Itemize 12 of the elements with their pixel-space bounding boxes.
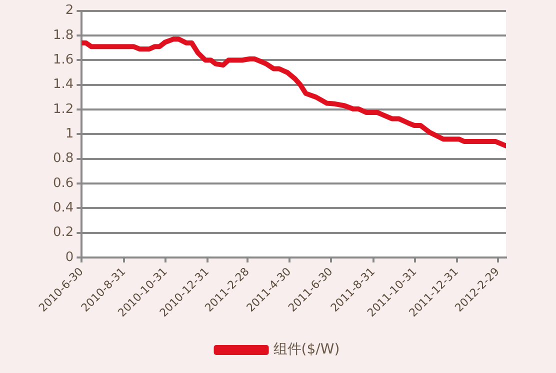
y-tick-label: 1.4 (52, 77, 74, 92)
y-tick-label: 0 (65, 250, 74, 265)
y-tick-label: 0.8 (52, 151, 74, 166)
y-tick-label: 1.6 (52, 52, 74, 68)
y-tick-label: 0.2 (52, 225, 74, 240)
legend-label: 组件($/W) (273, 342, 340, 358)
y-tick-label: 1.2 (52, 102, 74, 117)
y-tick-label: 1.8 (52, 28, 74, 43)
y-tick-label: 0.4 (52, 200, 74, 216)
y-tick-label: 2 (65, 3, 74, 18)
y-tick-label: 1 (65, 126, 74, 142)
y-tick-label: 0.6 (52, 176, 74, 191)
